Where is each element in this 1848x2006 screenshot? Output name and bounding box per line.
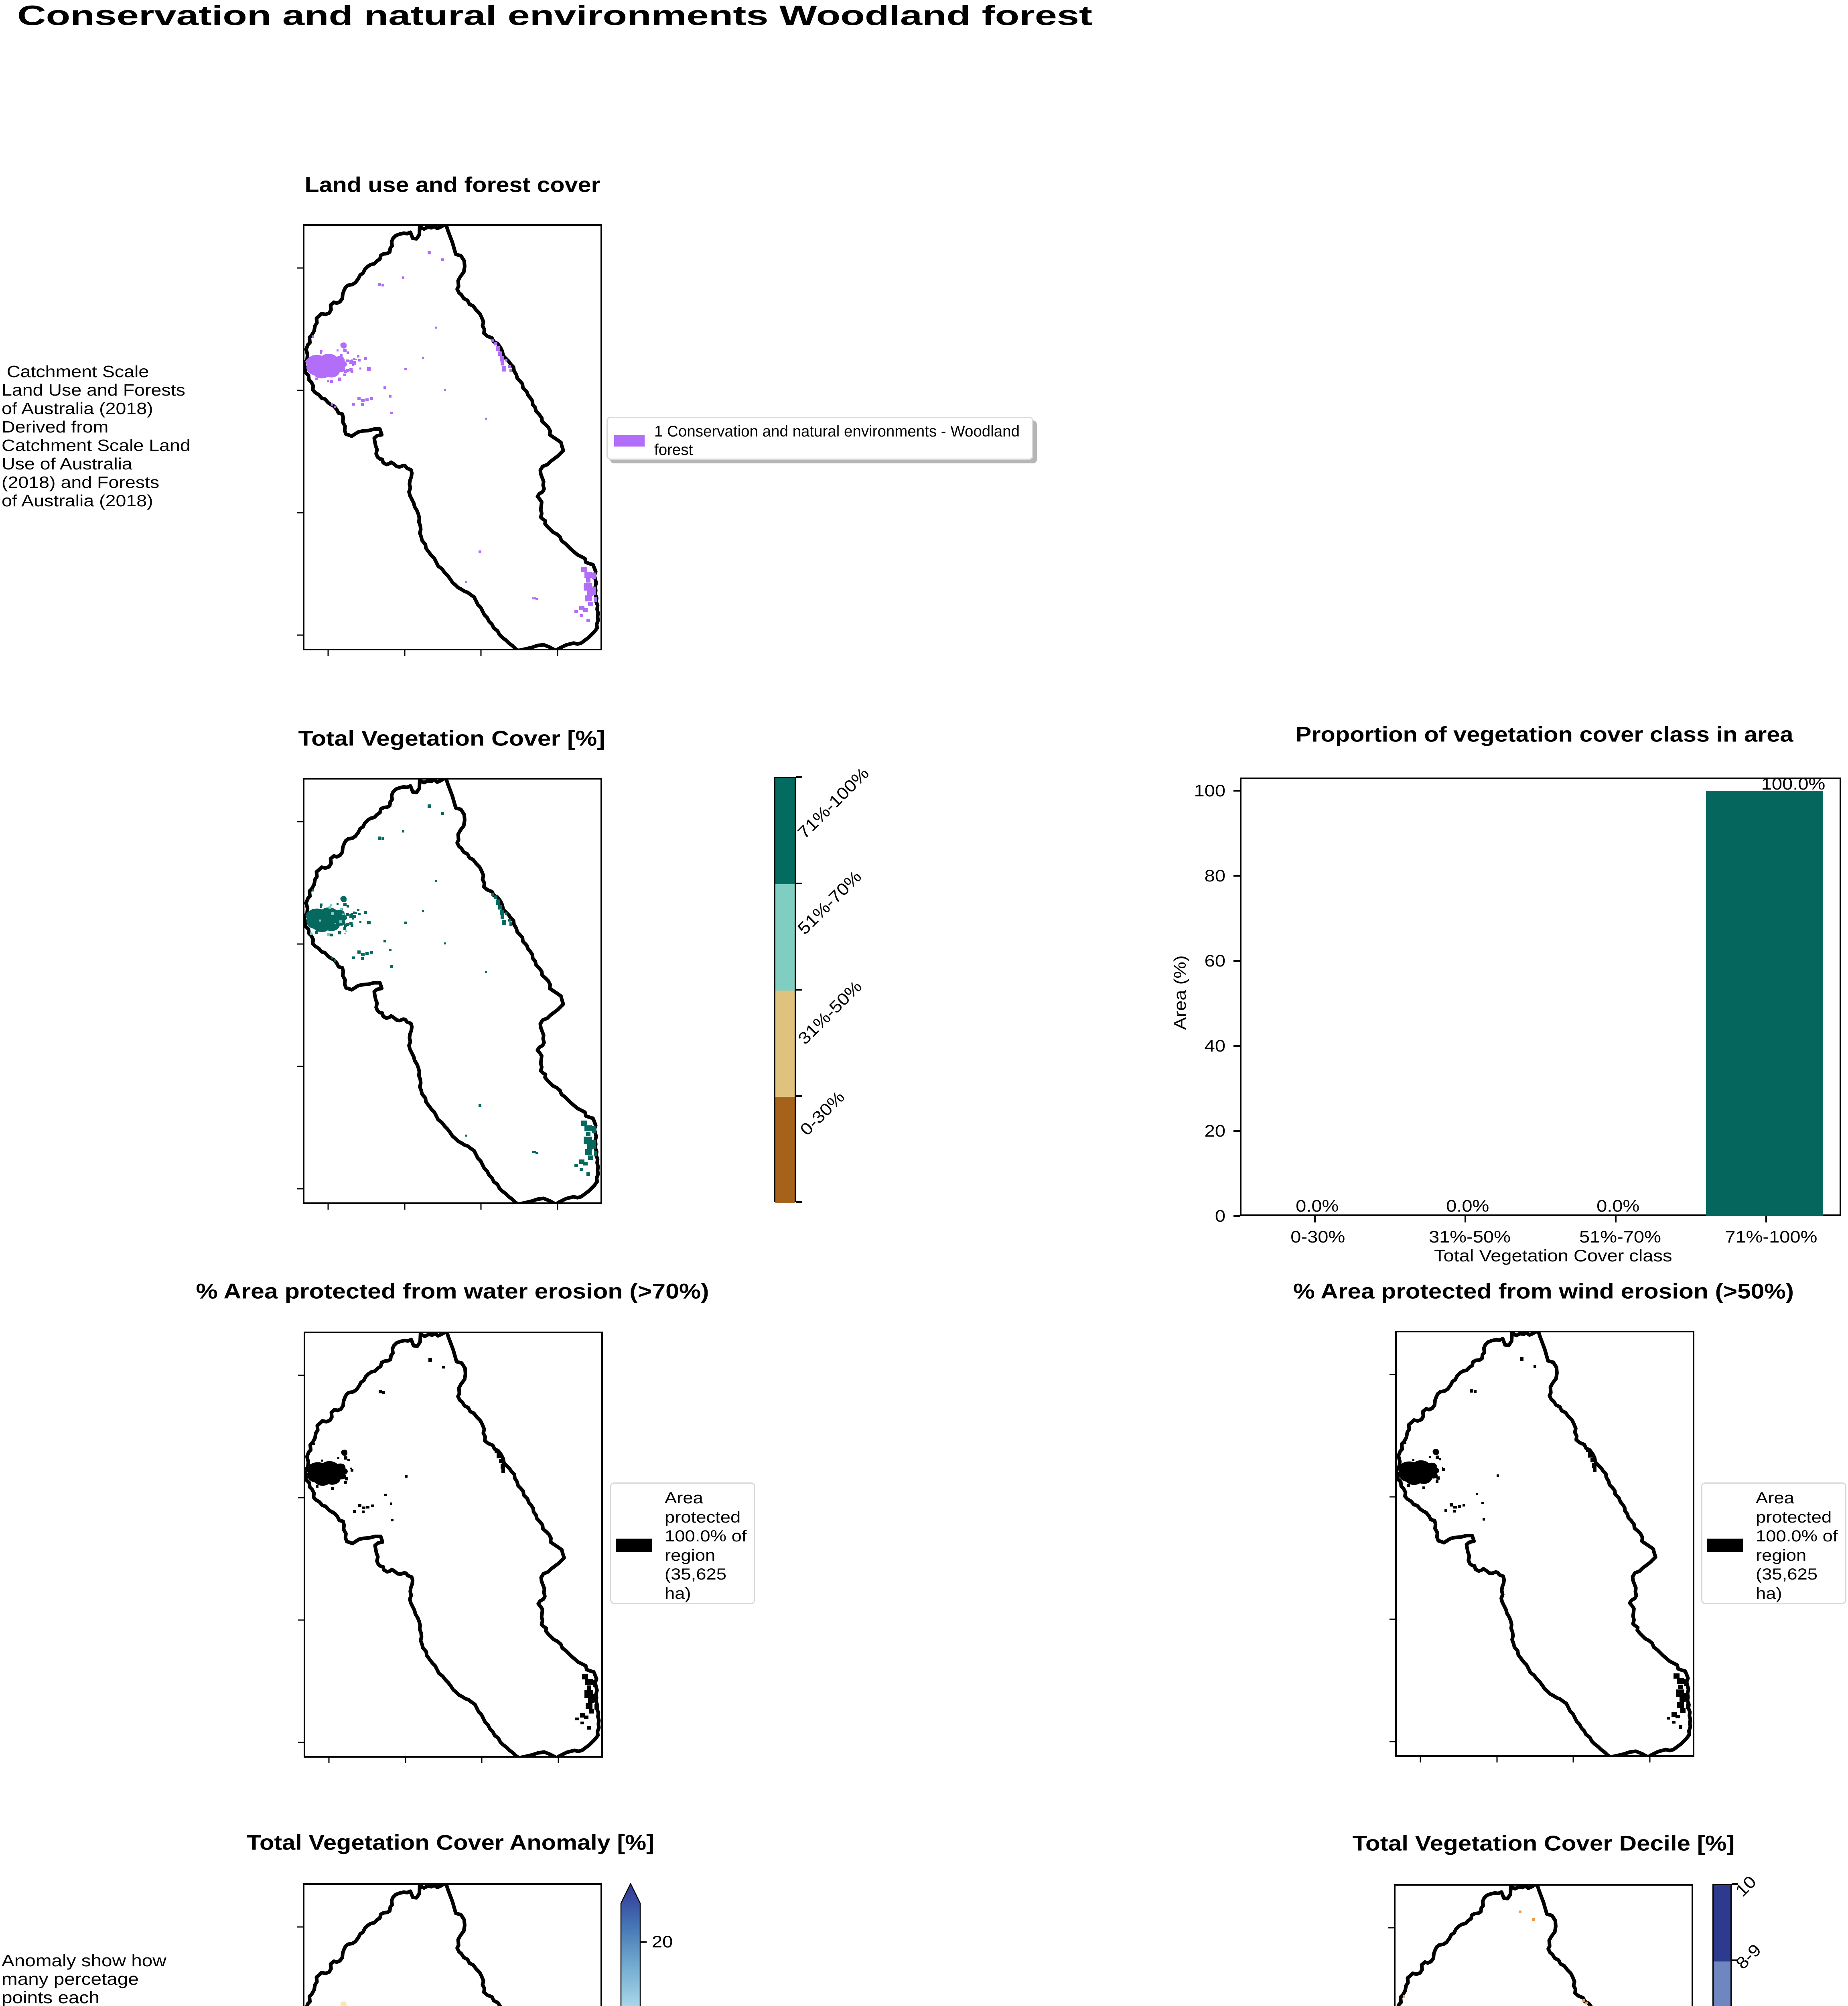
svg-text:Total Vegetation Cover Anomaly: Total Vegetation Cover Anomaly [%] xyxy=(247,1834,654,1855)
svg-text:Land use and forest cover: Land use and forest cover xyxy=(305,177,600,197)
svg-text:Total Vegetation Cover [%]: Total Vegetation Cover [%] xyxy=(298,730,605,751)
svg-text:Proportion of vegetation cover: Proportion of vegetation cover class in … xyxy=(1296,726,1794,747)
svg-text:% Area protected from wind ero: % Area protected from wind erosion (>50%… xyxy=(1293,1283,1794,1303)
svg-text:Total Vegetation Cover Decile: Total Vegetation Cover Decile [%] xyxy=(1353,1835,1735,1856)
svg-text:Conservation and natural envir: Conservation and natural environments Wo… xyxy=(17,4,1092,31)
svg-text:% Area protected from water er: % Area protected from water erosion (>70… xyxy=(196,1283,709,1303)
